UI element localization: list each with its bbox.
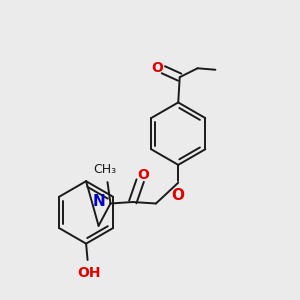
Text: O: O [172, 188, 185, 203]
Text: OH: OH [77, 266, 101, 280]
Text: CH₃: CH₃ [93, 163, 116, 176]
Text: O: O [137, 168, 149, 182]
Text: O: O [151, 61, 163, 75]
Text: N: N [92, 194, 105, 209]
